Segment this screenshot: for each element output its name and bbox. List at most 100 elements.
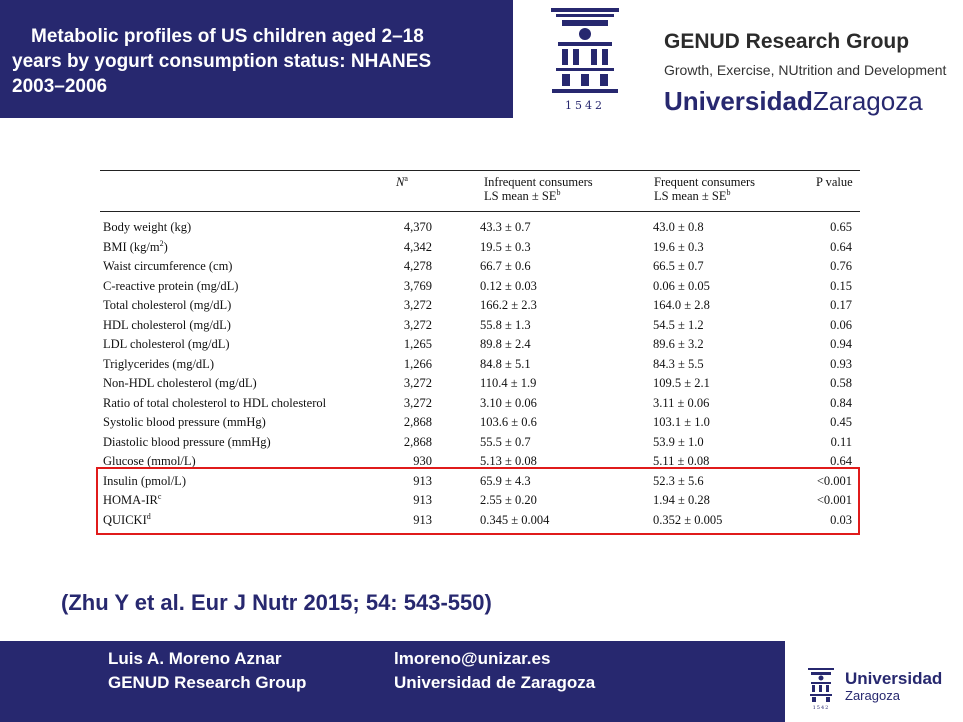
header-frequent-line2: LS mean ± SEb bbox=[654, 187, 755, 203]
table-row: C-reactive protein (mg/dL) 3,769 0.12 ± 0.… bbox=[100, 277, 860, 297]
row-label: HOMA-IRc bbox=[103, 491, 161, 511]
footer-university: Universidad de Zaragoza bbox=[394, 673, 596, 692]
row-label-text: Waist circumference (cm) bbox=[103, 259, 233, 273]
row-label: Diastolic blood pressure (mmHg) bbox=[103, 433, 271, 453]
row-infrequent: 0.345 ± 0.004 bbox=[480, 512, 550, 527]
footer-logo: 1542 Universidad Zaragoza bbox=[807, 667, 947, 717]
row-label-text: Triglycerides (mg/dL) bbox=[103, 356, 214, 371]
row-n: 3,272 bbox=[403, 376, 432, 390]
row-label-text: Ratio of total cholesterol to HDL choles… bbox=[103, 395, 327, 410]
header-infrequent-line1: Infrequent consumers bbox=[484, 175, 593, 189]
row-p-value: 0.76 bbox=[830, 259, 852, 273]
footer-author: Luis A. Moreno Aznar bbox=[108, 649, 282, 668]
row-label-text: Glucose (mmol/L) bbox=[103, 454, 196, 468]
header-frequent-sup: b bbox=[726, 187, 731, 197]
row-label-sup: c bbox=[157, 491, 162, 501]
slide-title: Metabolic profiles of US children aged 2… bbox=[12, 24, 502, 99]
row-infrequent: 0.12 ± 0.03 bbox=[480, 278, 537, 293]
footer-email: lmoreno@unizar.es bbox=[394, 649, 551, 668]
row-infrequent: 55.5 ± 0.7 bbox=[480, 434, 531, 449]
table-row: Systolic blood pressure (mmHg) 2,868 103.6… bbox=[100, 413, 860, 433]
table-row: Non-HDL cholesterol (mg/dL) 3,272 110.4 ± … bbox=[100, 374, 860, 394]
row-label-text: Body weight (kg) bbox=[103, 220, 192, 234]
university-seal-small-icon bbox=[808, 668, 834, 702]
group-name: GENUD Research Group bbox=[664, 30, 910, 53]
header-n: Na bbox=[396, 174, 408, 189]
row-infrequent: 66.7 ± 0.6 bbox=[480, 259, 531, 273]
header-infrequent-sup: b bbox=[556, 187, 561, 197]
table-row: Glucose (mmol/L) 930 5.13 ± 0.08 5.11 ± 0.0… bbox=[100, 452, 860, 472]
row-infrequent: 65.9 ± 4.3 bbox=[480, 473, 531, 488]
table-row: Ratio of total cholesterol to HDL choles… bbox=[100, 394, 860, 414]
row-infrequent: 103.6 ± 0.6 bbox=[480, 415, 537, 429]
row-label-text: HDL cholesterol (mg/dL) bbox=[103, 317, 231, 332]
row-label-text: Insulin (pmol/L) bbox=[103, 473, 186, 488]
row-p-value: 0.84 bbox=[830, 395, 852, 410]
title-line-2: years by yogurt consumption status: NHAN… bbox=[12, 51, 432, 72]
row-p-value: 0.15 bbox=[830, 278, 852, 293]
row-n: 1,266 bbox=[403, 356, 432, 371]
table-row: Waist circumference (cm) 4,278 66.7 ± 0.6 6… bbox=[100, 257, 860, 277]
header-infrequent: Infrequent consumers LS mean ± SEb bbox=[484, 175, 593, 203]
row-label: Insulin (pmol/L) bbox=[103, 472, 186, 492]
row-n: 913 bbox=[413, 512, 432, 527]
row-label: Ratio of total cholesterol to HDL choles… bbox=[103, 394, 326, 414]
row-label-sup: d bbox=[146, 511, 151, 521]
row-infrequent: 19.5 ± 0.3 bbox=[480, 239, 531, 254]
table-top-rule bbox=[100, 170, 860, 171]
row-n: 3,272 bbox=[403, 395, 432, 410]
row-frequent: 5.11 ± 0.08 bbox=[653, 454, 710, 468]
row-n: 4,278 bbox=[403, 259, 432, 273]
row-n: 1,265 bbox=[403, 337, 432, 351]
table-row: HDL cholesterol (mg/dL) 3,272 55.8 ± 1.3 54… bbox=[100, 316, 860, 336]
row-p-value: 0.64 bbox=[830, 454, 852, 468]
row-n: 4,342 bbox=[403, 239, 432, 254]
row-label-text: LDL cholesterol (mg/dL) bbox=[103, 337, 230, 351]
footer-bar: Luis A. Moreno Aznar GENUD Research Grou… bbox=[0, 641, 785, 722]
row-infrequent: 43.3 ± 0.7 bbox=[480, 220, 531, 234]
row-label-text: BMI (kg/m bbox=[103, 239, 160, 254]
row-label: Non-HDL cholesterol (mg/dL) bbox=[103, 374, 257, 394]
table-row: BMI (kg/m2) 4,342 19.5 ± 0.3 19.6 ± 0.3 0.64 bbox=[100, 238, 860, 258]
row-label: LDL cholesterol (mg/dL) bbox=[103, 335, 230, 355]
header-infrequent-stat: LS mean ± SE bbox=[484, 189, 557, 203]
row-label-end: ) bbox=[163, 239, 168, 254]
footer-logo-light: Zaragoza bbox=[845, 688, 900, 703]
row-label-text: C-reactive protein (mg/dL) bbox=[103, 278, 239, 293]
row-p-value: <0.001 bbox=[816, 473, 852, 488]
group-tagline: Growth, Exercise, NUtrition and Developm… bbox=[664, 62, 947, 78]
row-n: 913 bbox=[413, 473, 432, 488]
row-label-text: Systolic blood pressure (mmHg) bbox=[103, 415, 266, 429]
university-seal-icon bbox=[551, 8, 619, 93]
row-infrequent: 84.8 ± 5.1 bbox=[480, 356, 531, 371]
seal-year: 1542 bbox=[565, 99, 605, 112]
row-frequent: 0.06 ± 0.05 bbox=[653, 278, 710, 293]
row-label: Glucose (mmol/L) bbox=[103, 452, 196, 472]
row-frequent: 54.5 ± 1.2 bbox=[653, 317, 704, 332]
row-frequent: 66.5 ± 0.7 bbox=[653, 259, 704, 273]
header-infrequent-line2: LS mean ± SEb bbox=[484, 187, 593, 203]
row-label-text: HOMA-IR bbox=[103, 493, 158, 507]
row-n: 930 bbox=[413, 454, 432, 468]
table-row: LDL cholesterol (mg/dL) 1,265 89.8 ± 2.4 89… bbox=[100, 335, 860, 355]
row-frequent: 1.94 ± 0.28 bbox=[653, 493, 710, 507]
row-p-value: 0.06 bbox=[830, 317, 852, 332]
table-header-rule bbox=[100, 211, 860, 212]
header-frequent-stat: LS mean ± SE bbox=[654, 189, 727, 203]
row-label: Systolic blood pressure (mmHg) bbox=[103, 413, 266, 433]
row-frequent: 19.6 ± 0.3 bbox=[653, 239, 704, 254]
table-row: QUICKId 913 0.345 ± 0.004 0.352 ± 0.005 0.03 bbox=[100, 511, 860, 531]
university-name-bold: Universidad bbox=[664, 86, 813, 116]
row-n: 3,769 bbox=[403, 278, 432, 293]
row-p-value: 0.11 bbox=[830, 434, 852, 449]
row-p-value: 0.64 bbox=[830, 239, 852, 254]
row-p-value: 0.03 bbox=[830, 512, 852, 527]
header-p-value: P value bbox=[816, 175, 853, 189]
row-n: 2,868 bbox=[403, 434, 432, 449]
row-infrequent: 3.10 ± 0.06 bbox=[480, 395, 537, 410]
row-frequent: 0.352 ± 0.005 bbox=[653, 512, 723, 527]
row-label: HDL cholesterol (mg/dL) bbox=[103, 316, 231, 336]
row-label-text: Non-HDL cholesterol (mg/dL) bbox=[103, 376, 257, 390]
header-frequent-line1: Frequent consumers bbox=[654, 175, 756, 189]
header-frequent: Frequent consumers LS mean ± SEb bbox=[654, 175, 755, 203]
